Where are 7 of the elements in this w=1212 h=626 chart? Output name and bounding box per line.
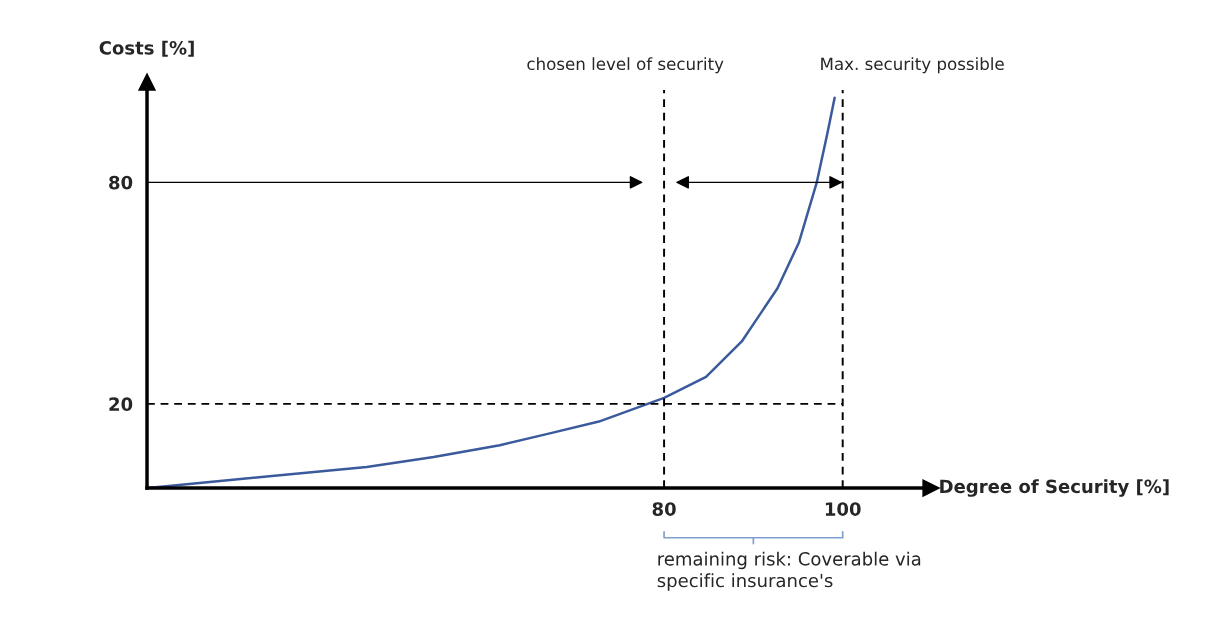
ref-line-label: Max. security possible [821,57,1004,74]
ref-line-label: chosen level of security [527,57,724,74]
y-tick-label: 20 [109,397,133,411]
y-axis-title: Costs [%] [99,40,194,57]
x-tick-label: 100 [825,502,861,516]
text: remaining risk: Coverable via specific insurance's [657,551,921,591]
x-axis-title: Degree of Security [%] [940,479,1169,497]
